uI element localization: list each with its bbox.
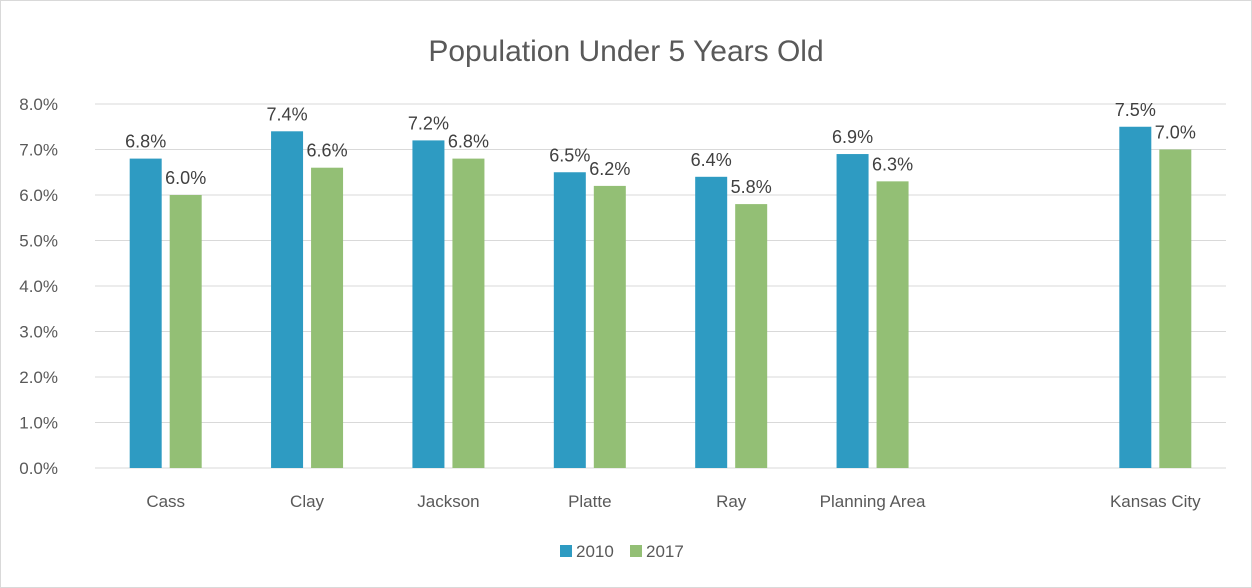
bar-2017-platte (593, 185, 626, 468)
bar-2010-clay (271, 131, 304, 469)
data-label: 6.9% (832, 127, 873, 147)
bar-2010-platte (553, 172, 586, 468)
data-label: 6.6% (307, 141, 348, 161)
y-tick-label: 0.0% (19, 459, 58, 478)
data-label: 6.8% (125, 132, 166, 152)
bar-2017-ray (735, 204, 768, 468)
data-label: 6.8% (448, 132, 489, 152)
data-labels: 6.8%6.0%7.4%6.6%7.2%6.8%6.5%6.2% 6.4%5.8%… (125, 100, 1196, 197)
bars (129, 126, 1192, 469)
bar-2010-planning-area (836, 154, 869, 469)
gridlines (95, 103, 1226, 469)
data-label: 7.2% (408, 113, 449, 133)
category-label: Kansas City (1110, 492, 1201, 511)
legend-swatch-2010 (560, 545, 572, 557)
data-label: 7.4% (267, 104, 308, 124)
category-label: Clay (290, 492, 325, 511)
bar-2017-kansas-city (1159, 149, 1192, 468)
data-label: 5.8% (731, 177, 772, 197)
y-tick-label: 2.0% (19, 368, 58, 387)
data-label: 6.0% (165, 168, 206, 188)
bar-2010-ray (695, 176, 728, 469)
legend-label: 2017 (646, 542, 684, 561)
legend-label: 2010 (576, 542, 614, 561)
bar-2010-cass (129, 158, 162, 468)
bar-2017-jackson (452, 158, 485, 468)
data-label: 6.2% (589, 159, 630, 179)
data-label: 6.3% (872, 154, 913, 174)
legend: 2010 2017 (560, 542, 684, 561)
y-tick-label: 7.0% (19, 141, 58, 160)
y-axis-tick-labels: 0.0% 1.0% 2.0% 3.0% 4.0% 5.0% 6.0% 7.0% 8.0% (19, 95, 58, 478)
category-label: Jackson (417, 492, 479, 511)
category-label: Ray (716, 492, 747, 511)
bar-2010-jackson (412, 140, 445, 468)
y-tick-label: 8.0% (19, 95, 58, 114)
y-tick-label: 5.0% (19, 232, 58, 251)
category-label: Platte (568, 492, 611, 511)
y-tick-label: 1.0% (19, 414, 58, 433)
legend-swatch-2017 (630, 545, 642, 557)
data-label: 7.0% (1155, 123, 1196, 143)
category-label: Planning Area (820, 492, 926, 511)
bar-2010-kansas-city (1119, 126, 1152, 468)
chart-title: Population Under 5 Years Old (428, 35, 823, 68)
bar-2017-cass (169, 195, 202, 468)
bar-2017-clay (311, 167, 344, 468)
y-tick-label: 3.0% (19, 323, 58, 342)
data-label: 7.5% (1115, 100, 1156, 120)
y-tick-label: 6.0% (19, 186, 58, 205)
data-label: 6.5% (549, 145, 590, 165)
x-axis-category-labels: Cass Clay Jackson Platte Ray Planning Area Kan… (146, 492, 1201, 511)
data-label: 6.4% (691, 150, 732, 170)
bar-2017-planning-area (876, 181, 909, 468)
y-tick-label: 4.0% (19, 277, 58, 296)
category-label: Cass (146, 492, 185, 511)
